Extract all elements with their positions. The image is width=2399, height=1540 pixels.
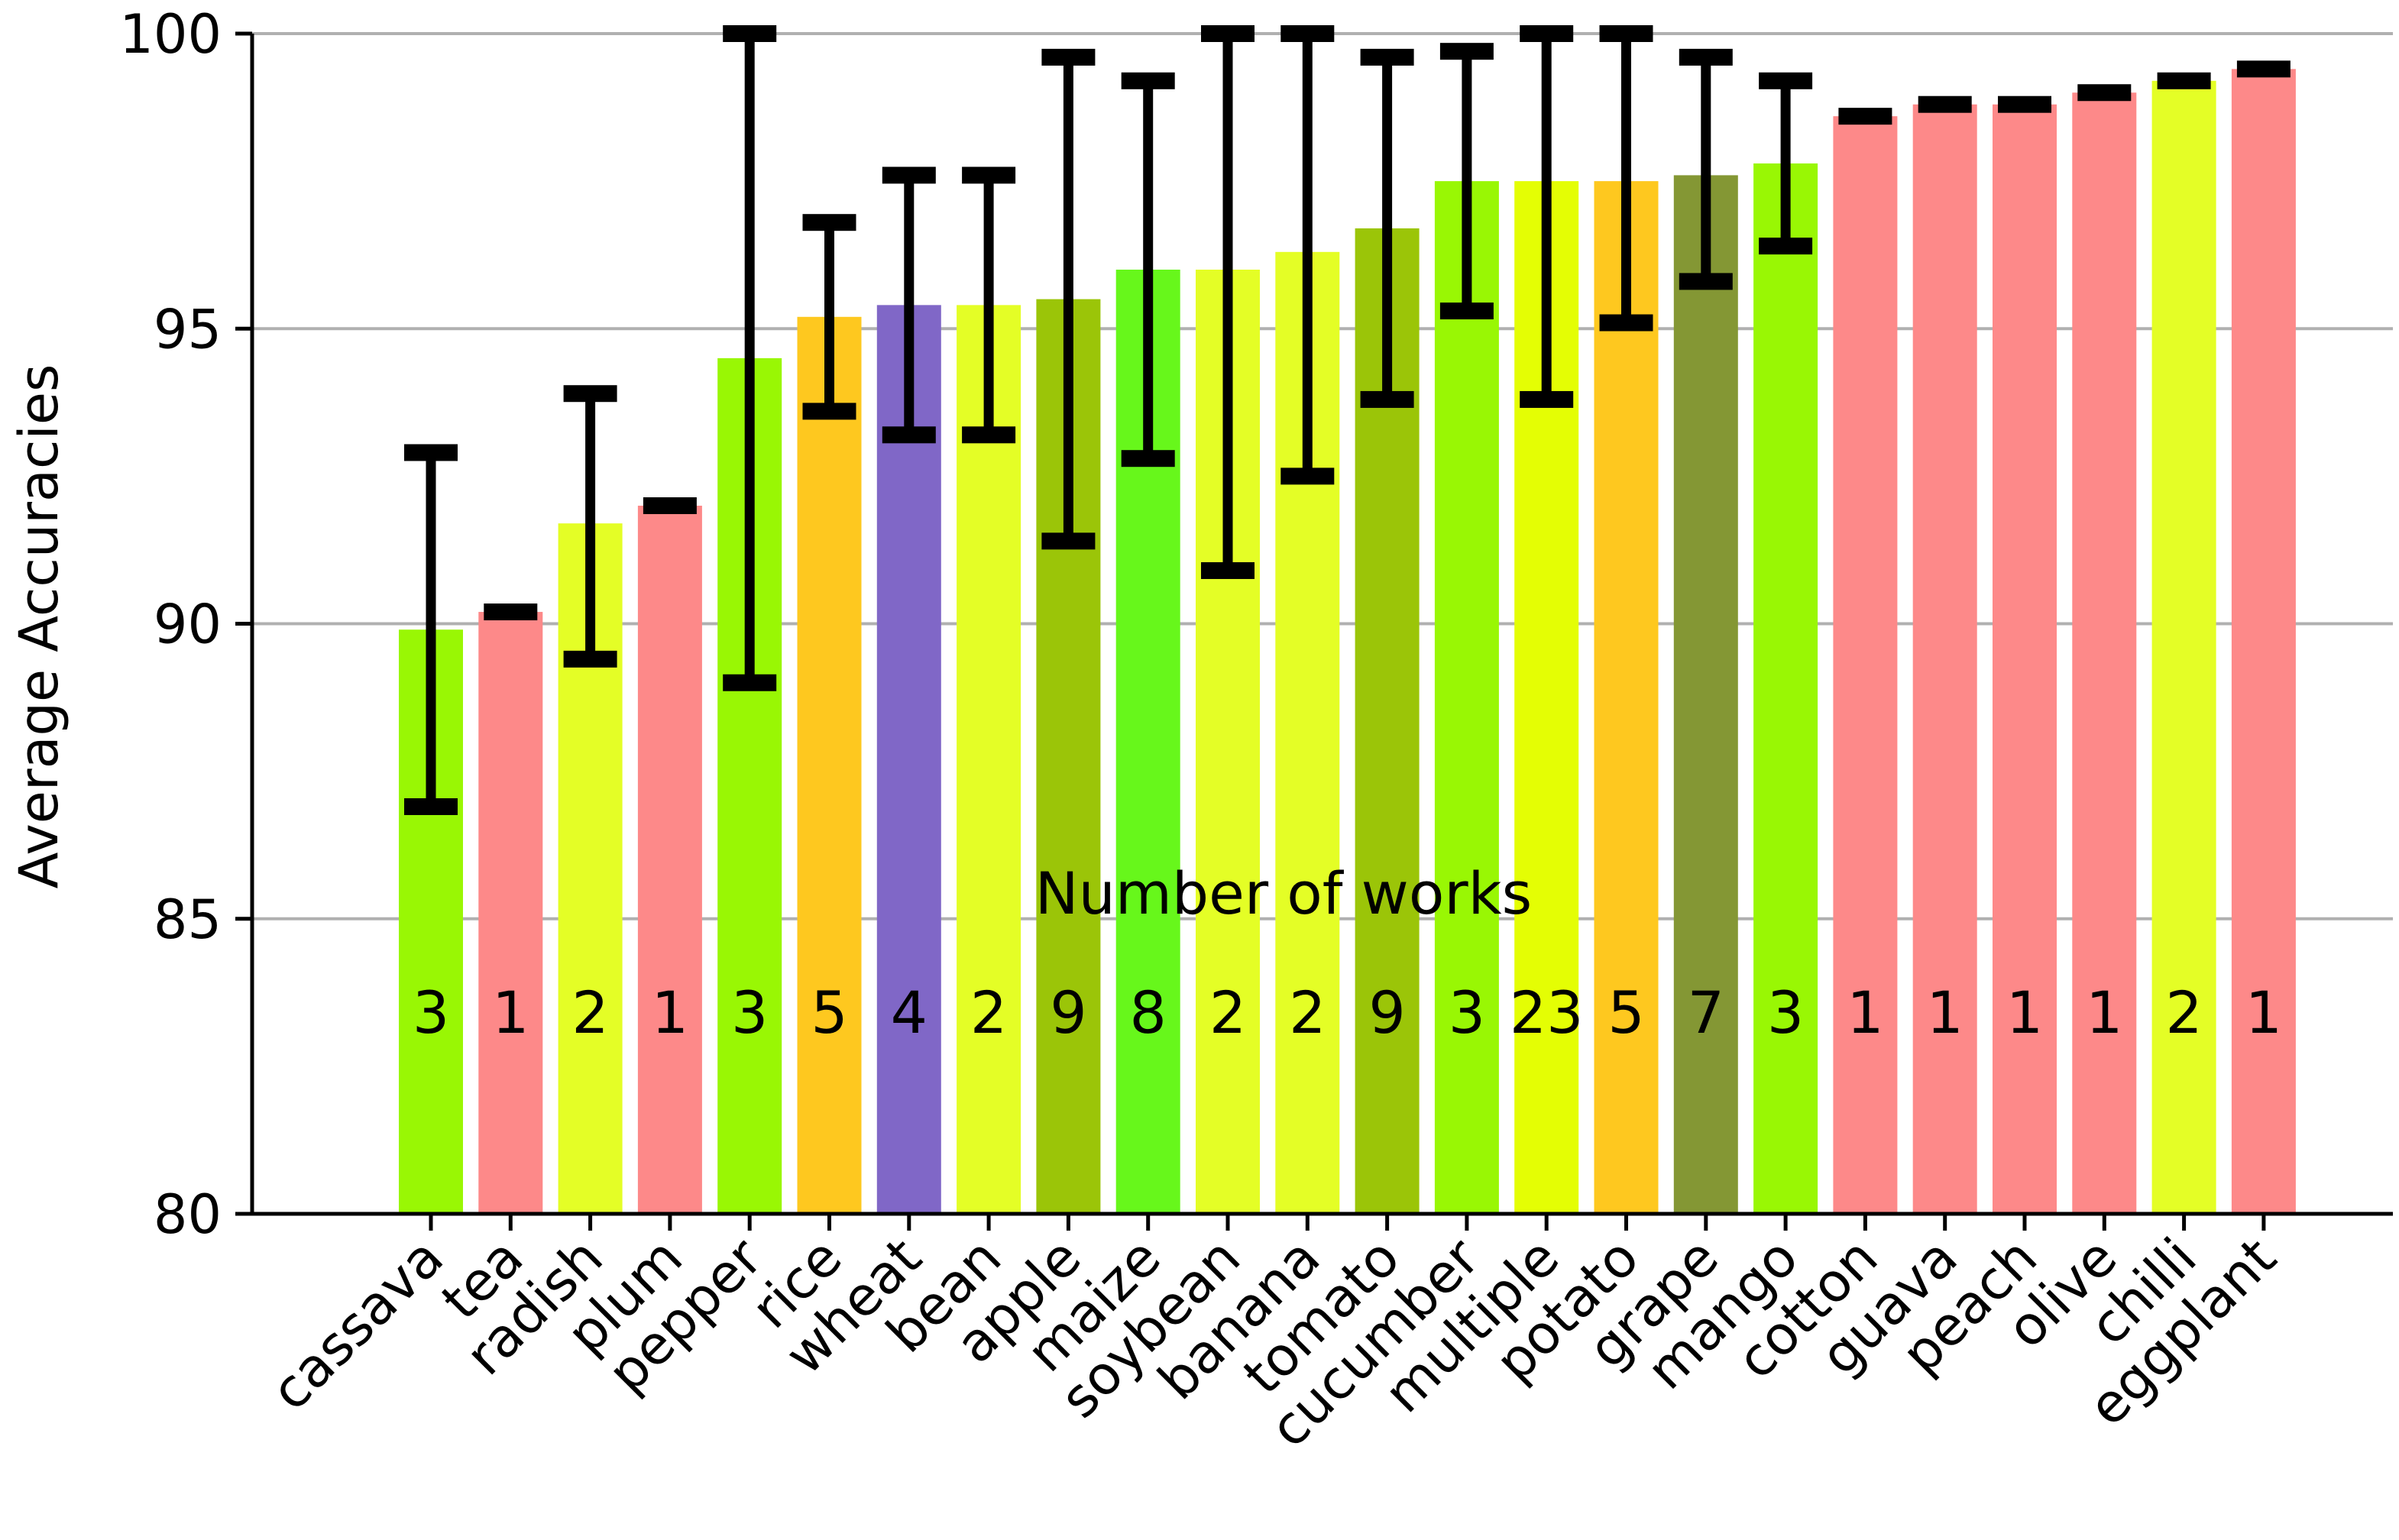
bar-cucumber — [1434, 181, 1499, 1214]
count-label-cucumber: 3 — [1449, 979, 1485, 1047]
error-cap-bottom-grape — [1679, 273, 1733, 290]
error-cap-bottom-apple — [1041, 532, 1096, 550]
error-cap-top-banana — [1280, 25, 1335, 42]
error-cap-top-potato — [1599, 25, 1653, 42]
bar-cotton — [1833, 116, 1898, 1214]
y-axis-label: Average Accuracies — [8, 364, 70, 889]
error-cap-bottom-maize — [1121, 450, 1175, 467]
error-cap-top-olive — [2077, 84, 2132, 102]
bar-potato — [1594, 181, 1659, 1214]
y-tick-label-85: 85 — [154, 888, 222, 951]
count-label-tea: 1 — [492, 979, 529, 1047]
bar-olive — [2072, 92, 2137, 1214]
y-tick-label-100: 100 — [119, 3, 222, 66]
count-label-guava: 1 — [1927, 979, 1964, 1047]
error-cap-bottom-potato — [1599, 314, 1653, 332]
error-cap-bottom-pepper — [723, 674, 777, 691]
count-label-apple: 9 — [1050, 979, 1086, 1047]
bar-grape — [1673, 175, 1738, 1214]
bar-chilli — [2151, 80, 2216, 1214]
error-cap-bottom-bean — [962, 426, 1016, 444]
count-label-cassava: 3 — [413, 979, 449, 1047]
y-tick-label-95: 95 — [154, 298, 222, 361]
bar-bean — [957, 305, 1021, 1215]
error-cap-top-plum — [643, 497, 697, 514]
axes — [235, 31, 2393, 1231]
count-label-multiple: 23 — [1510, 979, 1584, 1047]
x-tick-labels: cassavatearadishplumpepperricewheatbeana… — [259, 1226, 2288, 1460]
bar-rice — [797, 316, 862, 1214]
error-cap-top-apple — [1041, 48, 1096, 66]
bar-tea — [478, 612, 543, 1214]
error-cap-top-wheat — [882, 167, 936, 184]
error-cap-bottom-radish — [563, 650, 617, 668]
error-cap-bottom-wheat — [882, 426, 936, 444]
count-label-maize: 8 — [1130, 979, 1167, 1047]
bar-wheat — [876, 305, 941, 1215]
bar-peach — [1993, 104, 2057, 1215]
bar-plum — [637, 506, 702, 1214]
error-cap-bottom-cassava — [404, 798, 458, 815]
error-cap-top-radish — [563, 385, 617, 403]
error-bars — [404, 25, 2291, 815]
count-label-rice: 5 — [811, 979, 847, 1047]
error-cap-top-guava — [1918, 95, 1972, 113]
count-label-bean: 2 — [970, 979, 1007, 1047]
count-label-radish: 2 — [571, 979, 608, 1047]
error-cap-top-multiple — [1520, 25, 1574, 42]
error-cap-bottom-soybean — [1201, 561, 1255, 579]
count-label-tomato: 9 — [1368, 979, 1405, 1047]
y-tick-label-80: 80 — [154, 1183, 222, 1246]
count-label-mango: 3 — [1767, 979, 1804, 1047]
error-cap-top-rice — [802, 214, 856, 231]
count-label-cotton: 1 — [1847, 979, 1883, 1047]
annotation-number-of-works: Number of works — [1035, 859, 1532, 927]
error-cap-top-eggplant — [2236, 60, 2291, 78]
error-cap-top-soybean — [1201, 25, 1255, 42]
error-cap-top-tea — [484, 603, 538, 621]
error-cap-top-cucumber — [1439, 43, 1494, 60]
x-tick-label-cassava: cassava — [259, 1226, 455, 1422]
bar-eggplant — [2231, 69, 2296, 1215]
count-label-pepper: 3 — [731, 979, 768, 1047]
count-labels: 3 1 2 1 3 5 4 2 9 8 2 2 9 3 23 5 7 3 1 1 1 1 2 1 — [413, 979, 2282, 1047]
error-cap-top-peach — [1998, 95, 2051, 113]
count-label-soybean: 2 — [1209, 979, 1246, 1047]
error-cap-top-mango — [1759, 72, 1813, 89]
error-cap-top-bean — [962, 167, 1016, 184]
error-cap-bottom-mango — [1759, 238, 1813, 255]
y-tick-label-90: 90 — [154, 594, 222, 656]
error-cap-bottom-rice — [802, 403, 856, 420]
error-cap-top-tomato — [1360, 48, 1414, 66]
count-label-plum: 1 — [652, 979, 688, 1047]
count-label-peach: 1 — [2006, 979, 2043, 1047]
count-label-eggplant: 1 — [2245, 979, 2282, 1047]
bar-mango — [1753, 163, 1818, 1215]
error-cap-top-grape — [1679, 48, 1733, 66]
error-cap-top-chilli — [2157, 72, 2211, 89]
error-cap-bottom-multiple — [1520, 390, 1574, 408]
count-label-banana: 2 — [1289, 979, 1326, 1047]
error-cap-bottom-banana — [1280, 467, 1335, 485]
count-label-wheat: 4 — [891, 979, 928, 1047]
count-label-grape: 7 — [1688, 979, 1724, 1047]
count-label-olive: 1 — [2086, 979, 2122, 1047]
error-cap-bottom-tomato — [1360, 390, 1414, 408]
error-cap-top-pepper — [723, 25, 777, 42]
error-cap-bottom-cucumber — [1439, 302, 1494, 320]
count-label-chilli: 2 — [2165, 979, 2202, 1047]
error-cap-top-cotton — [1838, 108, 1892, 125]
y-tick-labels: 80 85 90 95 100 — [119, 3, 222, 1246]
error-cap-top-maize — [1121, 72, 1175, 89]
bar-guava — [1912, 104, 1977, 1215]
count-label-potato: 5 — [1607, 979, 1644, 1047]
error-cap-top-cassava — [404, 444, 458, 461]
